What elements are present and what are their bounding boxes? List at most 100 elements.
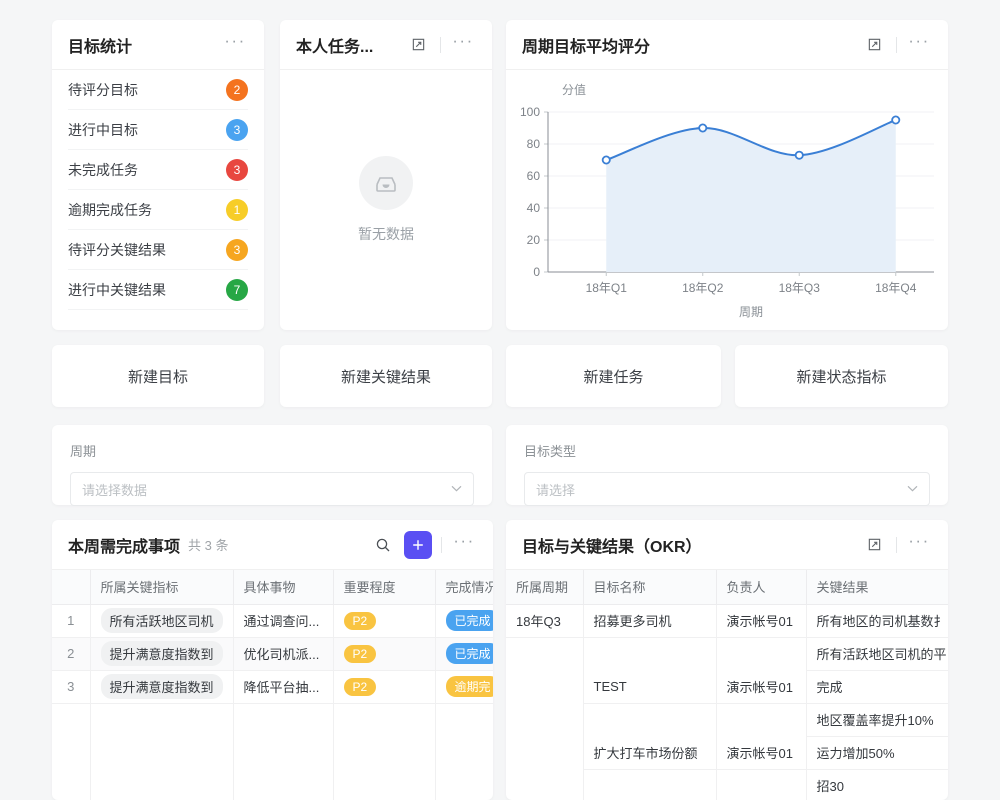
owner-cell	[716, 703, 807, 736]
data-point	[794, 150, 804, 160]
create-task-button[interactable]: 新建任务	[506, 345, 721, 407]
okr-card: 目标与关键结果（OKR） ···	[506, 520, 948, 800]
priority-cell: P2	[333, 604, 436, 638]
goal-statistics-card: 目标统计 ··· 待评分目标 2 进行中目标 3 未完成任务 3 逾期完成任务 1 待评分关键结…	[52, 20, 264, 330]
button-label: 新建目标	[127, 368, 188, 386]
stat-row[interactable]: 待评分关键结果 3	[68, 230, 248, 270]
table-row[interactable]: 3 提升满意度指数到 降低平台抽... P2 逾期完	[52, 670, 493, 704]
stat-row[interactable]: 逾期完成任务 1	[68, 190, 248, 230]
key-metric-tag: 提升满意度指数到	[100, 641, 223, 666]
external-link-icon[interactable]	[405, 32, 431, 58]
owner-cell	[716, 637, 807, 670]
period-select[interactable]: 请选择数据	[70, 472, 474, 506]
ellipsis-icon[interactable]: ···	[906, 32, 932, 58]
key-result-cell: 所有地区的司机基数扌	[806, 604, 948, 638]
table-row[interactable]: 18年Q3 招募更多司机 演示帐号01 所有地区的司机基数扌	[506, 604, 948, 638]
external-link-icon[interactable]	[861, 532, 887, 558]
table-body: 18年Q3 招募更多司机 演示帐号01 所有地区的司机基数扌 所有活跃地区司机的平 TES…	[506, 604, 948, 800]
period-cell	[506, 769, 584, 800]
status-cell: 已完成	[435, 637, 493, 671]
header-icons: ···	[370, 530, 477, 559]
ellipsis-icon[interactable]: ···	[450, 32, 476, 58]
button-label: 新建任务	[583, 368, 644, 386]
status-cell: 已完成	[435, 604, 493, 638]
weekly-tasks-table-wrap[interactable]: 所属关键指标 具体事物 重要程度 完成情况 1 所有活跃地区司机 通过调查问... P2 已完…	[52, 570, 493, 800]
key-result-cell: 运力增加50%	[806, 736, 948, 770]
objective-cell: 扩大打车市场份额	[583, 736, 717, 770]
goal-type-select[interactable]: 请选择	[524, 472, 930, 506]
card-header: 本周需完成事项 共 3 条 ···	[52, 520, 493, 570]
search-icon[interactable]	[370, 532, 396, 558]
key-metric-cell: 提升满意度指数到	[90, 670, 234, 704]
key-metric-cell: 所有活跃地区司机	[90, 604, 234, 638]
goal-type-filter-panel: 目标类型 请选择	[506, 425, 948, 506]
owner-cell: 演示帐号01	[716, 736, 807, 770]
create-objective-button[interactable]: 新建目标	[52, 345, 264, 407]
table-row[interactable]: TEST 演示帐号01 完成	[506, 670, 948, 704]
stat-label: 待评分目标	[68, 81, 138, 98]
table-body: 1 所有活跃地区司机 通过调查问... P2 已完成 2 提升满意度指数到 优化司机派... P…	[52, 604, 493, 800]
x-tick-label: 18年Q3	[779, 281, 821, 295]
my-tasks-card: 本人任务... ···	[280, 20, 492, 330]
header-icons: ···	[861, 532, 932, 558]
row-index: 1	[52, 604, 91, 638]
table-row[interactable]: 地区覆盖率提升10%	[506, 703, 948, 737]
row-index: 2	[52, 637, 91, 671]
external-link-icon[interactable]	[861, 32, 887, 58]
y-axis-label: 分值	[562, 82, 586, 97]
period-cell: 18年Q3	[506, 604, 584, 638]
objective-cell	[583, 769, 717, 800]
card-header: 周期目标平均评分 ···	[506, 20, 948, 70]
stats-list: 待评分目标 2 进行中目标 3 未完成任务 3 逾期完成任务 1 待评分关键结果 3 进行中关键结果…	[52, 70, 264, 310]
card-header: 本人任务... ···	[280, 20, 492, 70]
ellipsis-glyph: ···	[224, 31, 246, 50]
create-status-indicator-button[interactable]: 新建状态指标	[735, 345, 948, 407]
priority-badge: P2	[343, 644, 377, 663]
x-tick-label: 18年Q4	[875, 281, 917, 295]
column-header: 所属关键指标	[90, 570, 234, 605]
priority-badge: P2	[343, 611, 377, 630]
ellipsis-icon[interactable]: ···	[222, 32, 248, 58]
period-cell	[506, 736, 584, 769]
divider	[441, 536, 442, 553]
card-header: 目标统计 ···	[52, 20, 264, 70]
column-header: 所属周期	[506, 570, 584, 605]
button-label: 新建关键结果	[340, 368, 431, 386]
priority-cell: P2	[333, 670, 436, 704]
task-cell: 通过调查问...	[233, 604, 334, 638]
key-result-cell: 地区覆盖率提升10%	[806, 703, 948, 737]
table-row[interactable]: 所有活跃地区司机的平	[506, 637, 948, 671]
table-row[interactable]: 2 提升满意度指数到 优化司机派... P2 已完成	[52, 637, 493, 671]
page-title: 目标统计	[68, 38, 133, 56]
okr-table-wrap[interactable]: 所属周期 目标名称 负责人 关键结果 18年Q3 招募更多司机 演示帐号01 所有地区的司机…	[506, 570, 948, 800]
ellipsis-icon[interactable]: ···	[451, 532, 477, 558]
stat-row[interactable]: 未完成任务 3	[68, 150, 248, 190]
column-header: 关键结果	[806, 570, 948, 605]
objective-cell: 招募更多司机	[583, 604, 717, 638]
create-key-result-button[interactable]: 新建关键结果	[280, 345, 492, 407]
table-row[interactable]: 扩大打车市场份额 演示帐号01 运力增加50%	[506, 736, 948, 770]
filler-cell	[52, 703, 91, 800]
status-badge: 3	[226, 238, 248, 261]
y-tick-label: 0	[533, 265, 540, 279]
chart-area: 分值 0 20 40 60 80 100 18年Q1 18年Q2 18年Q3 18年Q4 周期	[506, 70, 948, 330]
stat-row[interactable]: 待评分目标 2	[68, 70, 248, 110]
period-filter-label: 周期	[70, 444, 97, 459]
task-cell: 优化司机派...	[233, 637, 334, 671]
chevron-down-icon	[451, 483, 462, 495]
chevron-down-icon	[907, 483, 918, 495]
ellipsis-icon[interactable]: ···	[906, 532, 932, 558]
ellipsis-glyph: ···	[908, 531, 930, 550]
table-row[interactable]: 1 所有活跃地区司机 通过调查问... P2 已完成	[52, 604, 493, 638]
owner-cell: 演示帐号01	[716, 670, 807, 704]
period-cell	[506, 670, 584, 703]
data-point	[698, 123, 708, 133]
stat-row[interactable]: 进行中关键结果 7	[68, 270, 248, 310]
chart-title: 周期目标平均评分	[522, 38, 651, 56]
table-row[interactable]: 招30	[506, 769, 948, 800]
x-tick-label: 18年Q2	[682, 281, 724, 295]
status-badge: 逾期完	[445, 676, 493, 697]
key-result-cell: 所有活跃地区司机的平	[806, 637, 948, 671]
add-task-button[interactable]	[404, 530, 432, 559]
stat-row[interactable]: 进行中目标 3	[68, 110, 248, 150]
